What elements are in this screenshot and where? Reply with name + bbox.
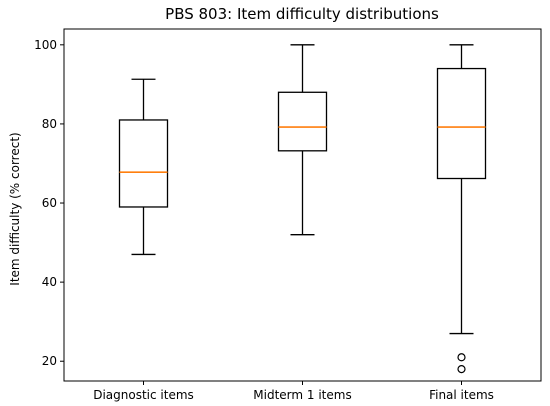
y-axis-label: Item difficulty (% correct): [8, 132, 22, 285]
iqr-box: [436, 67, 487, 180]
plot-area: 20 40 60 80 100 Diagnostic items Midterm 1 ite…: [34, 28, 542, 402]
iqr-box: [118, 119, 169, 208]
y-tick-label: 60: [42, 196, 57, 210]
outlier-point: [457, 365, 466, 374]
iqr-box: [277, 91, 328, 152]
x-tick-label: Final items: [429, 388, 494, 402]
x-tick-label: Diagnostic items: [93, 388, 194, 402]
x-tick-label: Midterm 1 items: [253, 388, 351, 402]
outlier-point: [457, 353, 466, 362]
chart-title: PBS 803: Item difficulty distributions: [165, 5, 439, 23]
y-tick-label: 100: [34, 38, 57, 52]
y-tick-label: 20: [42, 354, 57, 368]
y-tick-label: 40: [42, 275, 57, 289]
y-tick-label: 80: [42, 117, 57, 131]
